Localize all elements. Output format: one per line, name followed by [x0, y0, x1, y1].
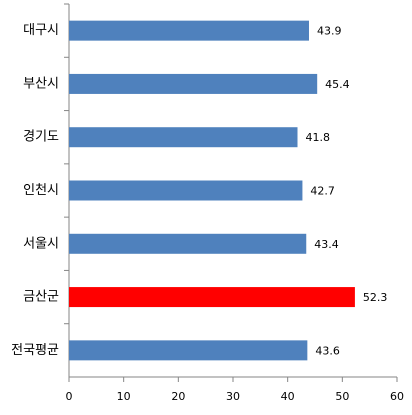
value-label: 43.9	[317, 25, 342, 38]
x-tick-label: 30	[226, 390, 240, 403]
value-label: 52.3	[363, 291, 388, 304]
y-tick-label: 대구시	[23, 23, 59, 38]
x-tick-label: 60	[390, 390, 404, 403]
bar	[69, 180, 303, 201]
y-tick-label: 전국평균	[11, 343, 59, 358]
y-tick-label: 금산군	[23, 290, 59, 305]
value-label: 41.8	[306, 131, 331, 144]
x-tick-label: 10	[117, 390, 131, 403]
y-tick-label: 부산시	[23, 76, 59, 91]
bar	[69, 127, 298, 148]
y-tick-label: 경기도	[23, 130, 59, 145]
bar	[69, 340, 308, 361]
bar	[69, 20, 309, 41]
bar	[69, 73, 318, 94]
x-tick-label: 20	[171, 390, 185, 403]
y-tick-label: 인천시	[23, 183, 59, 198]
value-label: 43.6	[315, 344, 340, 357]
x-tick-label: 40	[281, 390, 295, 403]
x-tick-label: 50	[335, 390, 349, 403]
value-label: 45.4	[325, 78, 350, 91]
bar	[69, 233, 307, 254]
x-tick-label: 0	[66, 390, 73, 403]
value-label: 43.4	[314, 238, 339, 251]
bar	[69, 287, 355, 308]
y-tick-label: 서울시	[23, 236, 59, 251]
value-label: 42.7	[310, 185, 335, 198]
